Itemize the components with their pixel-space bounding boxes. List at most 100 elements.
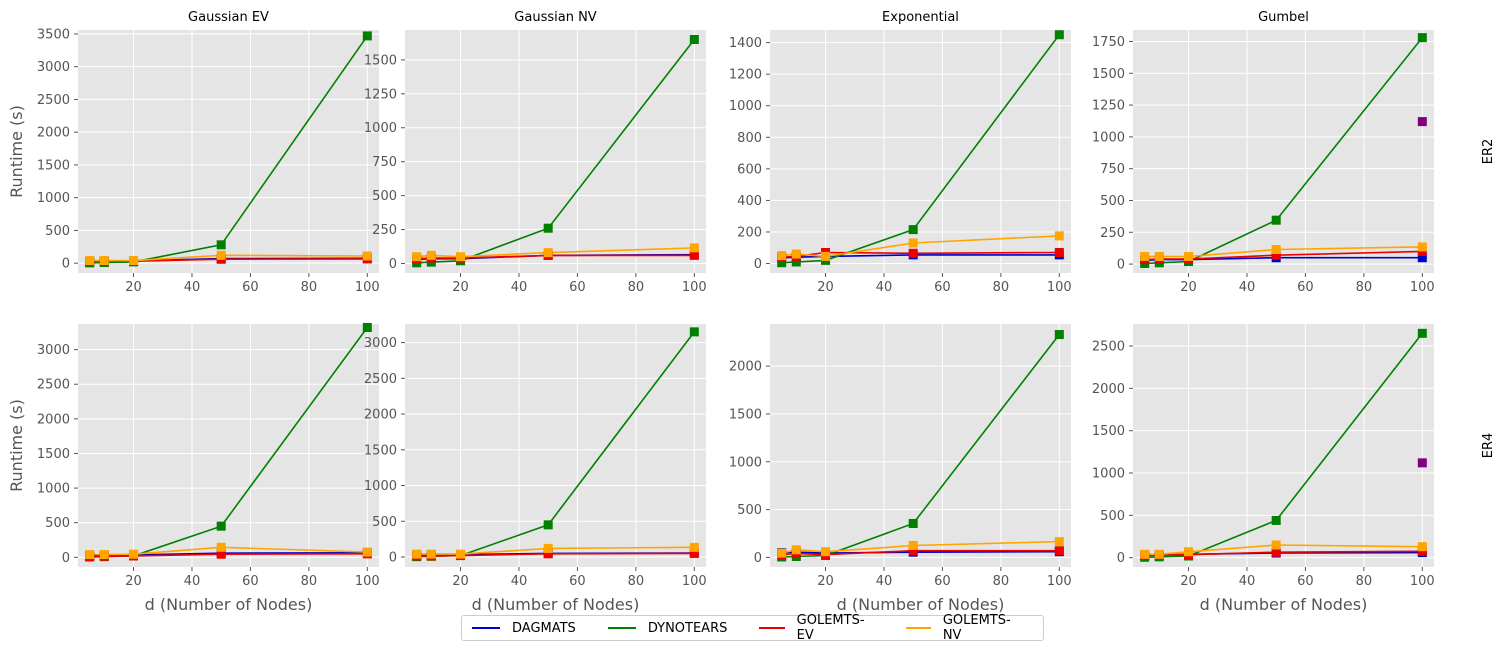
data-point-golemts-nv (216, 542, 226, 552)
y-tick-label: 500 (737, 503, 762, 518)
y-tick-label: 1500 (364, 53, 397, 68)
data-point-golemts-ev (1417, 546, 1427, 556)
y-tick-label: 3000 (37, 343, 70, 358)
data-point-golemts-nv (1184, 547, 1194, 557)
y-tick-label: 0 (62, 257, 70, 272)
x-tick-label: 40 (511, 574, 528, 589)
data-point-golemts-nv (426, 549, 436, 559)
data-point-golemts-nv (362, 547, 372, 557)
data-point-dynotears (908, 225, 918, 235)
data-point-golemts-ev (689, 250, 699, 260)
x-tick-label: 60 (242, 574, 259, 589)
y-tick-label: 2500 (37, 93, 70, 108)
y-tick-label: 1000 (37, 191, 70, 206)
plot-area (405, 30, 706, 273)
x-tick-label: 60 (569, 574, 586, 589)
y-tick-label: 0 (1117, 551, 1125, 566)
x-tick-label: 20 (452, 574, 469, 589)
data-point-golemts-ev (908, 248, 918, 258)
x-tick-label: 100 (1410, 280, 1435, 295)
data-point-golemts-nv (821, 547, 831, 557)
x-tick-label: 20 (817, 574, 834, 589)
y-tick-label: 1250 (1092, 99, 1125, 114)
legend-item-golemts-ev: GOLEMTS-EV (759, 613, 873, 643)
data-point-golemts-ev (908, 546, 918, 556)
x-tick-label: 100 (355, 574, 380, 589)
data-point-dynotears (543, 520, 553, 530)
data-point-dynotears (216, 240, 226, 250)
y-tick-label: 1000 (37, 482, 70, 497)
x-tick-label: 60 (242, 280, 259, 295)
legend-label-golemts-ev: GOLEMTS-EV (796, 613, 865, 643)
y-tick-label: 1000 (1092, 130, 1125, 145)
data-point-dynotears (362, 322, 372, 332)
data-point-golemts-ev (543, 549, 553, 559)
data-point-dynotears (689, 327, 699, 337)
data-point-golemts-nv (777, 251, 787, 261)
data-point-golemts-nv (1054, 231, 1064, 241)
data-point-dynotears (1054, 30, 1064, 40)
y-tick-label: 400 (737, 194, 762, 209)
y-tick-label: 500 (45, 224, 70, 239)
plot-area (78, 324, 379, 567)
x-tick-label: 80 (993, 280, 1010, 295)
chart-title: Exponential (882, 10, 959, 25)
chart-title: Gaussian EV (188, 10, 269, 25)
y-tick-label: 0 (389, 257, 397, 272)
data-point-golemts-ev (1271, 250, 1281, 260)
legend-swatch-golemts-nv (905, 627, 931, 629)
x-tick-label: 60 (569, 280, 586, 295)
legend-item-dagmats: DAGMATS (472, 621, 576, 636)
x-tick-label: 100 (1410, 574, 1435, 589)
data-point-golemts-nv (1271, 540, 1281, 550)
data-point-golemts-nv (543, 248, 553, 258)
data-point-golemts-nv (85, 256, 95, 266)
data-point-golemts-ev (1054, 546, 1064, 556)
data-point-golemts-nv (908, 238, 918, 248)
data-point-golemts-nv (791, 249, 801, 259)
plot-area (1133, 324, 1434, 567)
x-tick-label: 80 (993, 574, 1010, 589)
y-tick-label: 1000 (364, 479, 397, 494)
data-point-dynotears (216, 521, 226, 531)
x-tick-label: 40 (1239, 574, 1256, 589)
chart-title: Gaussian NV (514, 10, 596, 25)
data-point-golemts-nv (821, 251, 831, 261)
data-point-golemts-ev (1271, 547, 1281, 557)
x-tick-label: 20 (125, 574, 142, 589)
legend-swatch-dagmats (472, 627, 500, 629)
plot-area (405, 324, 706, 567)
x-tick-label: 80 (628, 574, 645, 589)
chart-panel-1: 20 40 60 80 1000500100015002000250030003500G… (7, 10, 380, 295)
legend-swatch-dynotears (607, 627, 636, 629)
plot-area (770, 324, 1071, 567)
data-point-golemts-nv (362, 251, 372, 261)
row-label-er4: ER4 (1481, 433, 1496, 459)
x-tick-label: 20 (125, 280, 142, 295)
data-point-golemts-nv (426, 250, 436, 260)
data-point-dynotears (1271, 515, 1281, 525)
y-tick-label: 1500 (364, 443, 397, 458)
y-tick-label: 1500 (1092, 424, 1125, 439)
data-point-dynotears (689, 35, 699, 45)
x-tick-label: 100 (682, 280, 707, 295)
y-tick-label: 750 (1100, 162, 1125, 177)
data-point-golemts-nv (1271, 244, 1281, 254)
chart-panel-2: 20 40 60 80 1000250500750100012501500Gaussia… (364, 10, 707, 295)
data-point-golemts-nv (689, 243, 699, 253)
legend-item-golemts-nv: GOLEMTS-NV (905, 613, 1022, 643)
y-tick-label: 750 (372, 155, 397, 170)
y-tick-label: 2000 (729, 360, 762, 375)
y-tick-label: 0 (754, 257, 762, 272)
y-tick-label: 500 (45, 516, 70, 531)
y-tick-label: 1400 (729, 36, 762, 51)
x-tick-label: 100 (1047, 574, 1072, 589)
data-point-dynotears (908, 518, 918, 528)
y-tick-label: 1000 (364, 121, 397, 136)
data-point-golemts-nv (1054, 537, 1064, 547)
x-tick-label: 60 (934, 280, 951, 295)
y-tick-label: 2500 (37, 378, 70, 393)
y-tick-label: 2000 (1092, 382, 1125, 397)
x-tick-label: 40 (184, 280, 201, 295)
